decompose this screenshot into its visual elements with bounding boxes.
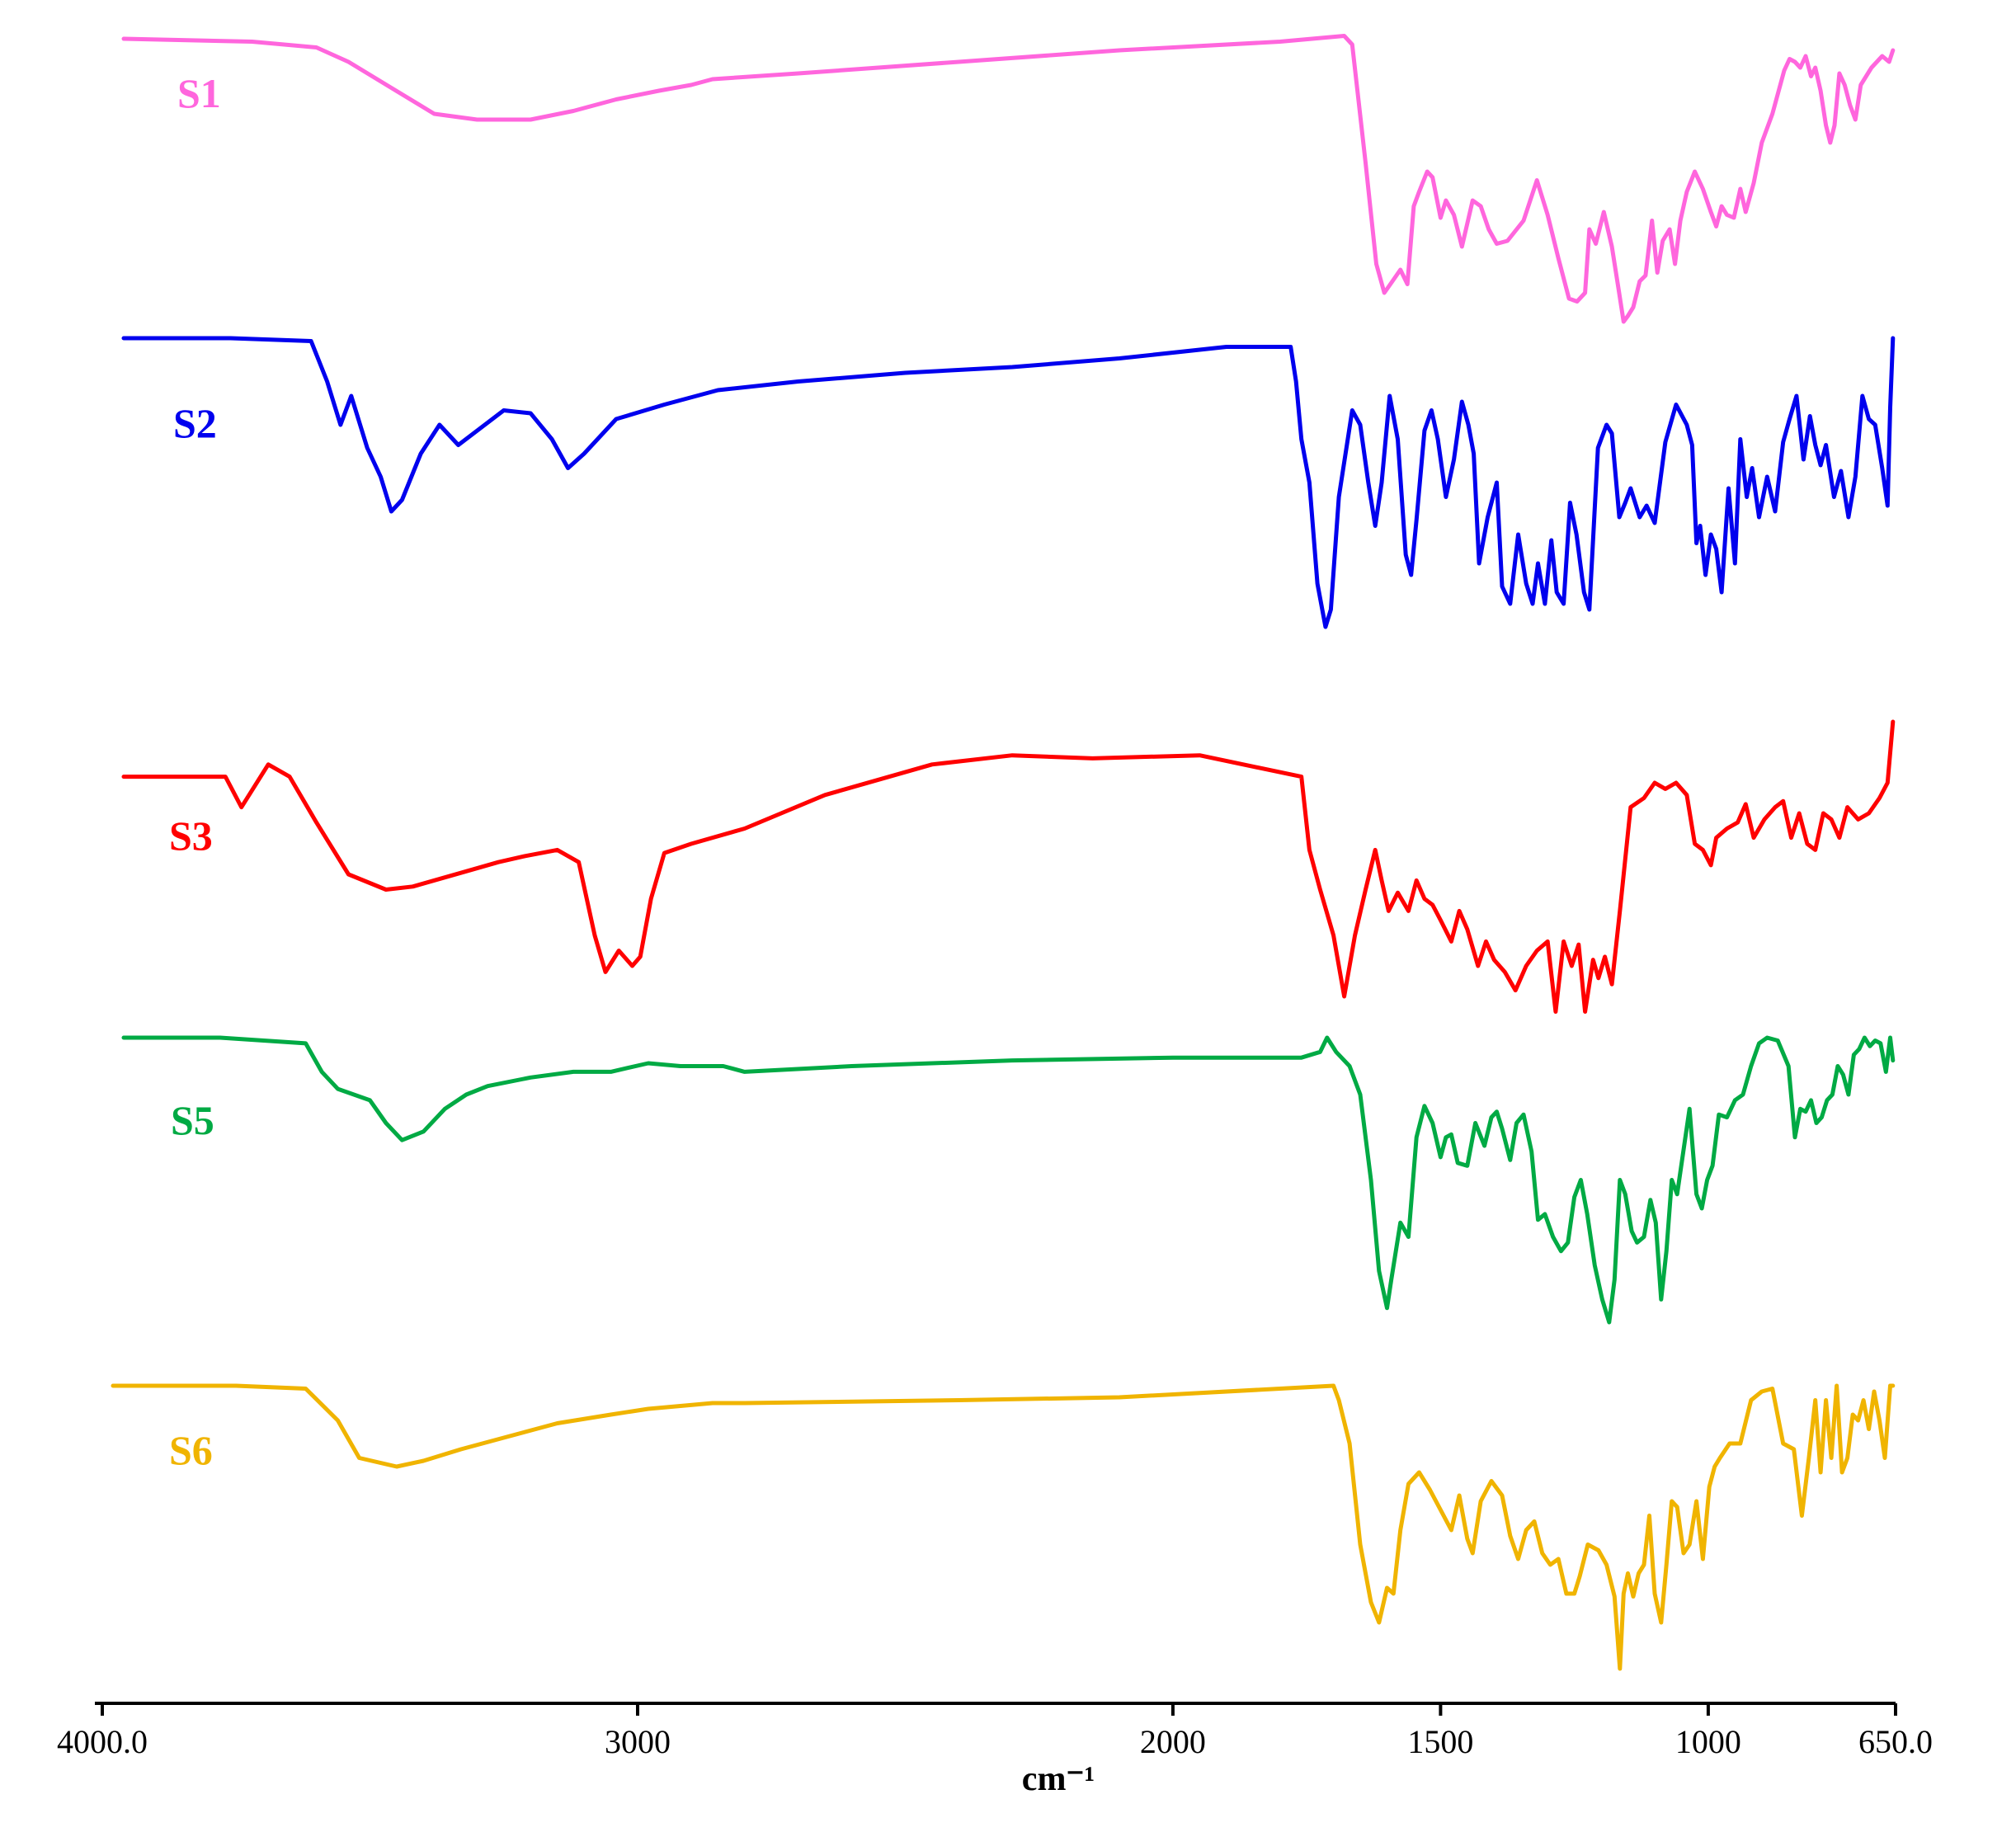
- series-line-s1: [121, 34, 1896, 324]
- series-label-s2: S2: [173, 400, 217, 446]
- x-axis-ticks: 4000.0 3000 2000 1500 1000 650.0: [57, 1703, 1933, 1760]
- series-label-s1: S1: [177, 70, 221, 116]
- series-label-s5: S5: [171, 1097, 214, 1143]
- x-tick-label: 4000.0: [57, 1723, 148, 1760]
- x-tick-label: 3000: [605, 1723, 671, 1760]
- series-line-s2: [121, 336, 1896, 629]
- series-line-s6: [111, 1383, 1896, 1671]
- series-labels: S1 S2 S3 S5 S6: [169, 70, 221, 1473]
- series-line-s5: [121, 1035, 1896, 1325]
- x-tick-label: 650.0: [1858, 1723, 1933, 1760]
- x-tick-label: 2000: [1140, 1723, 1206, 1760]
- series-traces: [111, 34, 1896, 1671]
- series-label-s6: S6: [169, 1427, 213, 1473]
- series-label-s3: S3: [169, 812, 213, 859]
- series-line-s3: [121, 719, 1896, 1014]
- x-axis: 4000.0 3000 2000 1500 1000 650.0 cm⁻¹: [57, 1702, 1933, 1798]
- x-axis-title: cm⁻¹: [1022, 1760, 1095, 1798]
- x-tick-label: 1500: [1407, 1723, 1473, 1760]
- x-tick-label: 1000: [1675, 1723, 1741, 1760]
